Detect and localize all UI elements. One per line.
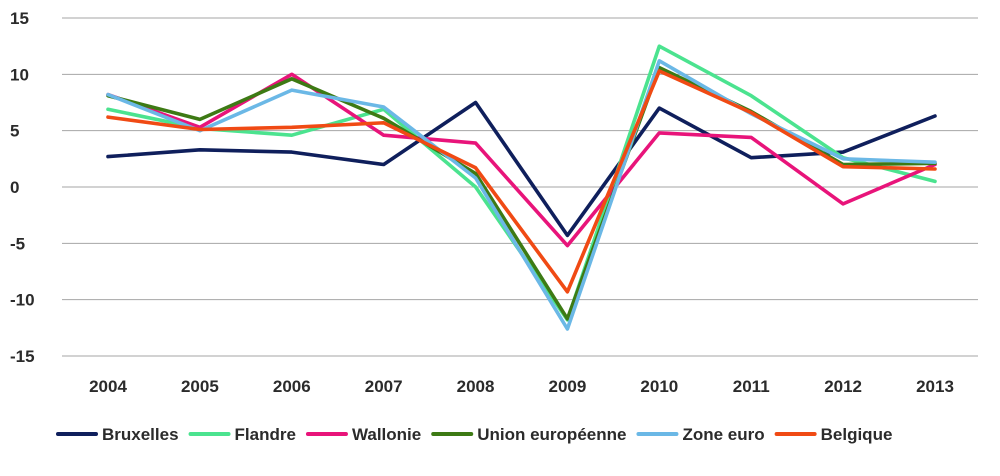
legend-item: Zone euro: [636, 425, 765, 444]
x-tick-label: 2004: [89, 377, 127, 396]
legend: Bruxelles Flandre Wallonie Union européenne…: [56, 425, 893, 444]
x-tick-label: 2010: [640, 377, 678, 396]
legend-label: Union européenne: [477, 425, 626, 444]
x-tick-label: 2012: [824, 377, 862, 396]
y-tick-label: -5: [10, 234, 25, 253]
y-tick-label: 15: [10, 9, 29, 28]
legend-item: Wallonie: [305, 425, 421, 444]
x-tick-label: 2008: [457, 377, 495, 396]
legend-label: Bruxelles: [102, 425, 179, 444]
x-tick-label: 2006: [273, 377, 311, 396]
series-line-wallonie: [106, 72, 937, 248]
legend-item: Flandre: [188, 425, 296, 444]
legend-item: Belgique: [774, 425, 893, 444]
legend-label: Zone euro: [682, 425, 764, 444]
y-tick-label: 5: [10, 122, 19, 141]
y-tick-label: 0: [10, 178, 19, 197]
legend-item: Union européenne: [431, 425, 626, 444]
series-line-belgique: [106, 69, 937, 294]
y-tick-label: -15: [10, 347, 35, 366]
y-axis-ticks: 15 10 5 0 -5 -10 -15: [10, 9, 35, 366]
legend-item: Bruxelles: [56, 425, 179, 444]
x-tick-label: 2011: [733, 377, 770, 396]
y-tick-label: 10: [10, 65, 29, 84]
x-tick-label: 2007: [365, 377, 403, 396]
series-line-bruxelles: [106, 100, 937, 238]
x-axis-ticks: 2004 2005 2006 2007 2008 2009 2010 2011 2012 2013: [89, 377, 954, 396]
x-tick-label: 2013: [916, 377, 954, 396]
series-line-flandre: [106, 44, 937, 322]
series-lines: [106, 44, 937, 331]
series-line-zone-euro: [106, 58, 937, 331]
x-tick-label: 2005: [181, 377, 219, 396]
legend-label: Flandre: [235, 425, 296, 444]
legend-label: Belgique: [821, 425, 893, 444]
legend-label: Wallonie: [352, 425, 421, 444]
gridlines: [62, 17, 978, 357]
x-tick-label: 2009: [549, 377, 587, 396]
y-tick-label: -10: [10, 291, 35, 310]
